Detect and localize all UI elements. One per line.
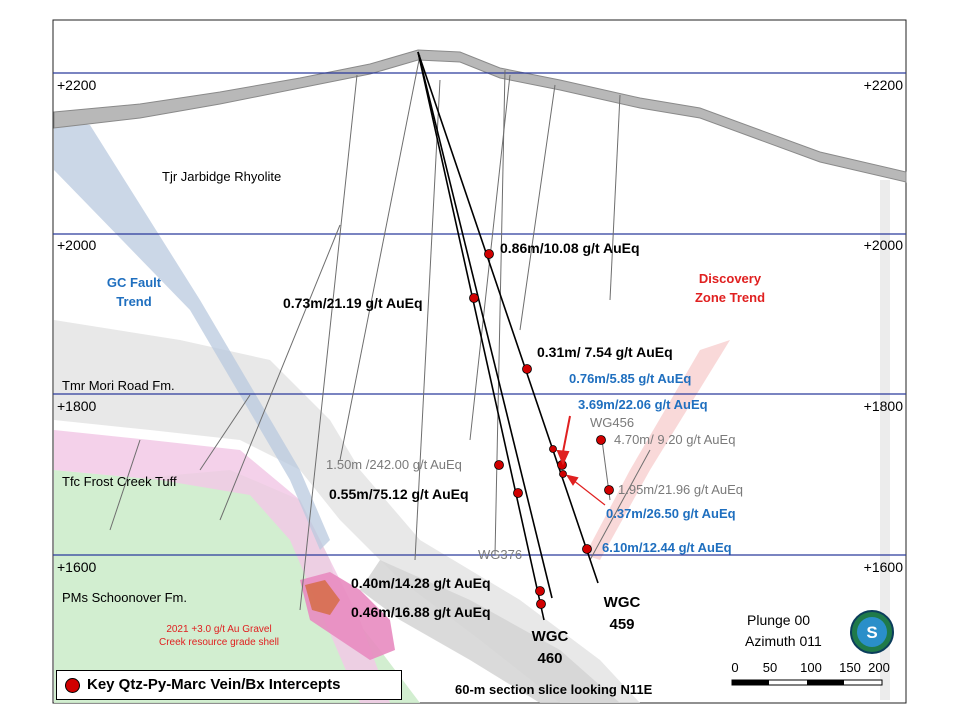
elev-label-2000-left: +2000 — [57, 237, 97, 253]
resource-shell-label-line2: Creek resource grade shell — [159, 637, 279, 648]
intercept-marker — [582, 544, 592, 554]
wgc459-trace — [417, 51, 599, 584]
legend-intercept-dot — [65, 678, 80, 693]
hole-label-wg376: WG376 — [478, 547, 522, 562]
intercept-label: 0.40m/14.28 g/t AuEq — [351, 575, 491, 591]
legend-label: Key Qtz-Py-Marc Vein/Bx Intercepts — [87, 676, 341, 693]
azimuth-label: Azimuth 011 — [745, 633, 822, 649]
intercept-label: 0.73m/21.19 g/t AuEq — [283, 295, 423, 311]
resource-grade-shell-core — [305, 580, 340, 615]
gc-fault-trend-band — [54, 120, 330, 550]
resource-shell-label-line1: 2021 +3.0 g/t Au Gravel — [166, 624, 271, 635]
discovery-label-line1: Discovery — [699, 271, 762, 286]
arrow-0-37m — [572, 479, 606, 506]
intercept-label: 4.70m/ 9.20 g/t AuEq — [614, 432, 735, 447]
elev-label-1600-right: +1600 — [864, 559, 904, 575]
scale-label: 50 — [763, 660, 777, 675]
intercept-marker — [536, 599, 546, 609]
intercept-label: 1.95m/21.96 g/t AuEq — [618, 482, 743, 497]
plunge-label: Plunge 00 — [747, 612, 810, 628]
intercept-marker — [484, 249, 494, 259]
drill-trace — [589, 449, 651, 561]
wgc-trace-mid — [417, 51, 553, 599]
intercept-label: 1.50m /242.00 g/t AuEq — [326, 457, 462, 472]
intercept-label: 0.31m/ 7.54 g/t AuEq — [537, 344, 673, 360]
scale-label: 100 — [800, 660, 822, 675]
legend: Key Qtz-Py-Marc Vein/Bx Intercepts — [56, 670, 402, 700]
elev-label-1800-right: +1800 — [864, 398, 904, 414]
hole-label-wgc459-line1: WGC — [604, 594, 641, 611]
scale-label: 150 — [839, 660, 861, 675]
drill-trace — [494, 69, 506, 556]
discovery-trend-band — [585, 340, 730, 560]
drill-trace — [109, 439, 141, 531]
intercept-label: 0.55m/75.12 g/t AuEq — [329, 486, 469, 502]
intercept-marker — [522, 364, 532, 374]
intercept-marker — [494, 460, 504, 470]
intercept-marker — [604, 485, 614, 495]
hole-label-wgc460-line1: WGC — [532, 628, 569, 645]
drill-trace — [519, 84, 556, 331]
mori-road-zone — [54, 320, 640, 703]
arrow-3-69m — [562, 415, 571, 453]
elev-label-1800-left: +1800 — [57, 398, 97, 414]
intercept-label: 0.37m/26.50 g/t AuEq — [606, 506, 736, 521]
formation-mori-road: Tmr Mori Road Fm. — [62, 378, 175, 393]
scale-bar: 0 50 100 150 200 — [731, 660, 890, 686]
formation-jarbidge: Tjr Jarbidge Rhyolite — [162, 169, 281, 184]
intercept-label: 0.76m/5.85 g/t AuEq — [569, 371, 691, 386]
elev-label-2200-right: +2200 — [864, 77, 904, 93]
formation-frost-creek: Tfc Frost Creek Tuff — [62, 474, 177, 489]
hole-label-wg456: WG456 — [590, 415, 634, 430]
elev-label-2200-left: +2200 — [57, 77, 97, 93]
hole-label-wgc459-line2: 459 — [609, 616, 634, 633]
intercept-marker — [535, 586, 545, 596]
orientation-globe-icon: S — [850, 610, 894, 654]
gc-fault-label-line1: GC Fault — [107, 275, 162, 290]
arrow-head — [565, 474, 579, 486]
intercept-marker — [559, 470, 567, 478]
drill-trace — [299, 74, 358, 611]
elevation-lines — [53, 72, 906, 556]
intercept-markers — [469, 249, 614, 609]
section-caption: 60-m section slice looking N11E — [455, 682, 653, 697]
section-edge-strip — [880, 180, 890, 700]
intercept-marker — [513, 488, 523, 498]
gc-fault-label-line2: Trend — [116, 294, 151, 309]
wgc-drill-traces — [417, 51, 599, 621]
orientation-icon-letter: S — [866, 623, 877, 642]
drill-trace — [609, 94, 621, 301]
intercept-marker — [549, 445, 557, 453]
intercept-label: 3.69m/22.06 g/t AuEq — [578, 397, 708, 412]
intercept-label: 0.86m/10.08 g/t AuEq — [500, 240, 640, 256]
schoonover-zone — [54, 470, 420, 703]
topography-surface — [53, 49, 907, 183]
arrow-head — [556, 449, 570, 466]
intercept-marker — [596, 435, 606, 445]
discovery-label-line2: Zone Trend — [695, 290, 765, 305]
hole-label-wgc460-line2: 460 — [537, 650, 562, 667]
scale-label: 0 — [731, 660, 738, 675]
drill-trace — [219, 224, 341, 521]
lower-grey-unit — [360, 560, 620, 703]
pointer-arrows — [556, 415, 606, 506]
drill-trace — [339, 54, 421, 461]
formation-schoonover: PMs Schoonover Fm. — [62, 590, 187, 605]
intercept-label: 0.46m/16.88 g/t AuEq — [351, 604, 491, 620]
drill-trace — [414, 79, 441, 561]
drill-trace — [199, 394, 251, 471]
intercept-marker — [469, 293, 479, 303]
scale-label: 200 — [868, 660, 890, 675]
elev-label-1600-left: +1600 — [57, 559, 97, 575]
wgc460-trace — [417, 51, 545, 621]
elev-label-2000-right: +2000 — [864, 237, 904, 253]
intercept-label: 6.10m/12.44 g/t AuEq — [602, 540, 732, 555]
